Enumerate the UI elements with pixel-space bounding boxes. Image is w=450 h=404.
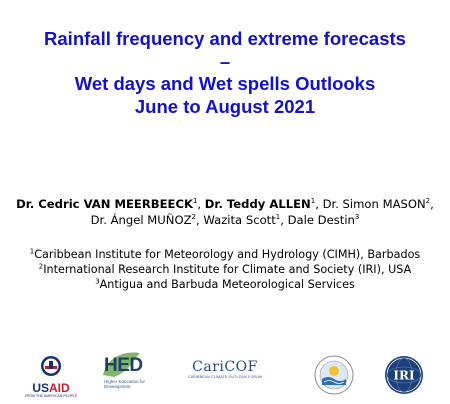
caricof-logo: CariCOF CARIBBEAN CLIMATE OUTLOOK FORUM bbox=[186, 359, 264, 391]
hed-tagline: Higher Education for Development bbox=[104, 379, 146, 389]
author-affiliation-marker: 2 bbox=[191, 213, 196, 222]
cimh-seal-icon bbox=[314, 355, 354, 395]
affiliation-list: 1Caribbean Institute for Meteorology and… bbox=[12, 247, 438, 292]
author-affiliation-marker: 2 bbox=[425, 197, 431, 206]
author-affiliation-marker: 3 bbox=[354, 213, 360, 222]
author-name: Dr. Simon MASON bbox=[322, 197, 426, 211]
usaid-seal-icon bbox=[41, 356, 61, 376]
title-line-3: Wet days and Wet spells Outlooks bbox=[74, 73, 376, 94]
affiliation-marker: 3 bbox=[95, 277, 100, 286]
affiliation-item: 1Caribbean Institute for Meteorology and… bbox=[12, 247, 438, 262]
author-list: Dr. Cedric VAN MEERBEECK1, Dr. Teddy ALL… bbox=[12, 196, 438, 228]
author-affiliation-marker: 1 bbox=[275, 213, 281, 222]
affiliation-text: Caribbean Institute for Meteorology and … bbox=[34, 248, 421, 261]
author-affiliation-marker: 1 bbox=[192, 197, 198, 206]
title-line-4: June to August 2021 bbox=[134, 95, 316, 117]
iri-label: IRI bbox=[393, 369, 415, 383]
author-name: Dr. Cedric VAN MEERBEECK bbox=[16, 197, 193, 211]
iri-globe-icon: IRI bbox=[385, 356, 423, 394]
iri-seal: IRI bbox=[384, 355, 424, 395]
partner-logos: USAID FROM THE AMERICAN PEOPLE HED Highe… bbox=[0, 345, 450, 400]
hed-wordmark: HED bbox=[104, 355, 143, 376]
author-name: Dale Destin bbox=[287, 213, 355, 227]
caricof-wordmark: CariCOF bbox=[192, 359, 258, 375]
affiliation-marker: 2 bbox=[38, 262, 44, 271]
author-name: Wazita Scott bbox=[203, 213, 276, 227]
affiliation-marker: 1 bbox=[29, 247, 35, 256]
author-line-1: Dr. Cedric VAN MEERBEECK1, Dr. Teddy ALL… bbox=[16, 197, 434, 211]
affiliation-item: 3Antigua and Barbuda Meteorological Serv… bbox=[12, 277, 438, 292]
cimh-seal bbox=[314, 355, 354, 395]
usaid-logo: USAID FROM THE AMERICAN PEOPLE bbox=[22, 355, 80, 398]
hed-leaf-icon bbox=[103, 352, 140, 377]
author-name: Dr. Teddy ALLEN bbox=[204, 197, 311, 211]
author-name: Dr. Ángel MUÑOZ bbox=[90, 213, 192, 227]
caricof-tagline: CARIBBEAN CLIMATE OUTLOOK FORUM bbox=[187, 375, 263, 379]
affiliation-text: Antigua and Barbuda Meteorological Servi… bbox=[99, 278, 355, 291]
usaid-wordmark: USAID bbox=[32, 381, 70, 395]
affiliation-text: International Research Institute for Cli… bbox=[43, 263, 412, 276]
author-line-2: Dr. Ángel MUÑOZ2, Wazita Scott1, Dale De… bbox=[90, 213, 360, 227]
affiliation-item: 2International Research Institute for Cl… bbox=[12, 262, 438, 277]
document-title: Rainfall frequency and extreme forecasts… bbox=[0, 28, 450, 118]
author-affiliation-marker: 1 bbox=[310, 197, 316, 206]
hed-logo: HED Higher Education for Development bbox=[100, 349, 146, 397]
title-line-1: Rainfall frequency and extreme forecasts bbox=[44, 28, 406, 49]
title-line-2: – bbox=[219, 50, 231, 72]
usaid-tagline: FROM THE AMERICAN PEOPLE bbox=[24, 394, 78, 398]
